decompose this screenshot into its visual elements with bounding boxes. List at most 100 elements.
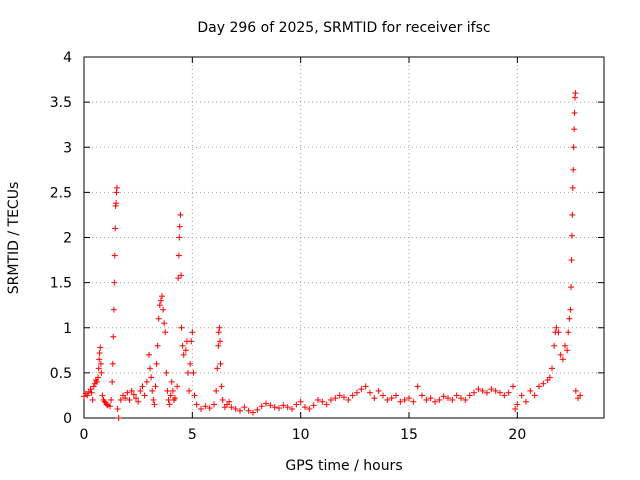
data-point — [484, 389, 490, 396]
data-point — [141, 392, 148, 399]
data-point — [188, 338, 195, 345]
data-point — [84, 392, 91, 399]
data-point — [436, 396, 443, 403]
data-point — [518, 392, 525, 399]
data-point — [332, 395, 339, 402]
data-point — [523, 398, 529, 405]
data-point — [323, 401, 330, 408]
data-point — [110, 333, 117, 340]
data-point — [297, 398, 304, 405]
data-point — [165, 396, 172, 403]
data-point — [546, 374, 553, 381]
data-point — [216, 324, 223, 331]
data-point — [90, 383, 97, 390]
x-tick-label: 10 — [292, 427, 310, 443]
data-point — [122, 395, 129, 402]
data-point — [358, 386, 365, 393]
data-point — [551, 342, 558, 349]
data-point — [397, 398, 404, 405]
chart-title: Day 296 of 2025, SRMTID for receiver ifs… — [197, 20, 490, 36]
x-tick-label: 0 — [80, 427, 89, 443]
data-point — [536, 383, 542, 390]
data-point — [375, 387, 382, 394]
data-point — [571, 126, 578, 133]
y-tick-label: 0.5 — [50, 366, 72, 382]
data-point — [302, 404, 308, 411]
data-point — [117, 396, 124, 403]
data-point — [154, 342, 161, 349]
data-point — [549, 365, 555, 372]
data-point — [458, 395, 464, 402]
data-point — [143, 378, 150, 385]
data-point — [191, 392, 198, 399]
data-point — [111, 279, 118, 286]
data-point — [211, 401, 217, 408]
data-point — [263, 400, 269, 407]
data-point — [406, 395, 412, 402]
data-point — [187, 360, 194, 367]
data-point — [157, 297, 164, 304]
data-point — [449, 396, 456, 403]
data-point — [280, 402, 287, 409]
data-point — [341, 394, 347, 401]
data-point — [250, 409, 256, 416]
data-point — [497, 389, 503, 396]
data-point — [159, 293, 165, 300]
data-point — [565, 329, 572, 336]
data-point — [362, 383, 369, 390]
data-point — [164, 387, 171, 394]
data-point — [228, 404, 235, 411]
data-point — [572, 387, 579, 394]
data-point — [512, 405, 519, 412]
data-point — [96, 356, 103, 363]
data-point — [445, 395, 451, 402]
data-point — [108, 396, 115, 403]
data-point — [198, 405, 204, 412]
data-point — [178, 272, 185, 279]
data-point — [258, 403, 265, 410]
data-point — [137, 387, 144, 394]
data-point — [190, 369, 197, 376]
data-point — [87, 386, 94, 393]
data-point — [284, 404, 291, 411]
data-point — [393, 392, 399, 399]
data-point — [562, 342, 568, 349]
data-point — [167, 392, 174, 399]
data-point — [271, 404, 278, 411]
data-point — [89, 396, 96, 403]
data-point — [215, 329, 222, 336]
data-point — [432, 398, 438, 405]
data-point — [557, 351, 564, 358]
data-point — [128, 387, 135, 394]
y-tick-label: 0 — [63, 411, 72, 427]
data-point — [99, 392, 106, 399]
data-point — [151, 401, 158, 408]
data-point — [113, 184, 120, 191]
data-point — [110, 306, 117, 313]
data-point — [169, 387, 176, 394]
data-point — [185, 369, 191, 376]
data-point — [95, 365, 102, 372]
data-point — [160, 306, 167, 313]
data-point — [367, 389, 373, 396]
data-point — [178, 324, 185, 331]
data-point — [147, 365, 154, 372]
data-point — [179, 342, 186, 349]
data-point — [267, 402, 274, 409]
data-point — [293, 401, 300, 408]
data-point — [388, 395, 395, 402]
data-point — [569, 211, 576, 218]
data-point — [182, 347, 189, 354]
data-point — [94, 378, 100, 385]
data-point — [114, 405, 121, 412]
data-point — [570, 144, 577, 151]
y-tick-label: 1.5 — [50, 276, 72, 292]
data-point — [527, 387, 534, 394]
data-point — [414, 383, 421, 390]
data-point — [124, 389, 131, 396]
data-point — [553, 324, 560, 331]
data-point — [328, 396, 334, 403]
data-point — [466, 392, 473, 399]
data-point — [306, 405, 313, 412]
